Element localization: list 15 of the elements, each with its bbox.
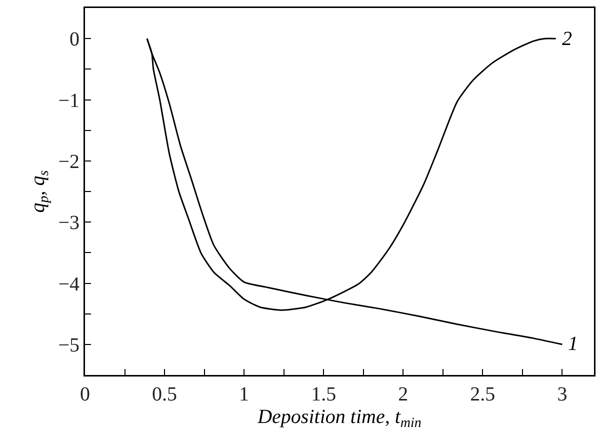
x-tick-label: 2.5 <box>470 384 496 406</box>
y-tick-label: −1 <box>58 90 80 112</box>
x-tick-label: 1 <box>239 384 250 406</box>
y-tick-label: 0 <box>70 28 80 51</box>
series-label: 1 <box>568 333 578 355</box>
x-tick-label: 3 <box>557 384 568 406</box>
x-axis-title: Deposition time, t$_{min}$ <box>256 406 422 431</box>
series-label: 2 <box>562 28 572 50</box>
y-tick-label: −4 <box>58 273 80 296</box>
x-tick-label: 0.5 <box>152 384 178 406</box>
x-tick-label: 1.5 <box>311 384 336 406</box>
x-tick-label: 2 <box>398 384 408 406</box>
y-tick-label: −2 <box>58 150 80 173</box>
y-tick-label: −3 <box>58 212 80 234</box>
y-tick-label: −5 <box>58 334 80 356</box>
